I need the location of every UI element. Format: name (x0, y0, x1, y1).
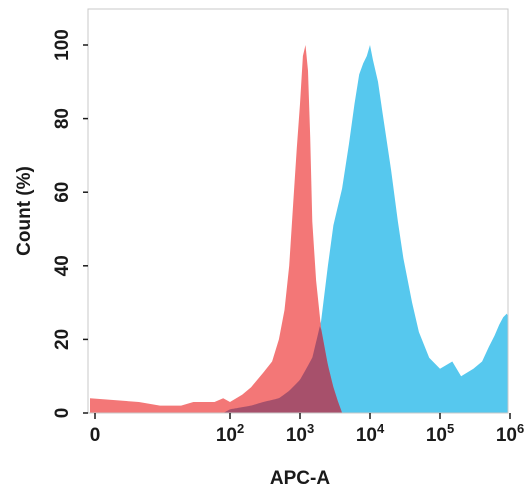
x-tick-label: 104 (356, 421, 385, 446)
y-tick-label: 20 (52, 329, 73, 350)
plot-frame (87, 8, 509, 414)
x-tick-label: 103 (286, 421, 314, 446)
x-tick-label: 0 (90, 425, 101, 446)
series-area-2 (223, 45, 508, 413)
y-tick-label: 60 (52, 182, 73, 203)
y-tick-label: 80 (52, 108, 73, 129)
x-axis-ticks: 0102103104105106107 (90, 413, 524, 446)
y-axis-title: Count (%) (14, 166, 35, 256)
y-tick-label: 0 (52, 408, 73, 419)
y-tick-label: 40 (52, 255, 73, 276)
series-area-1 (90, 45, 343, 413)
x-tick-label: 105 (426, 421, 454, 446)
overlap-area (223, 326, 343, 413)
y-axis-ticks: 0 20 40 60 80 100 (52, 29, 88, 418)
y-tick-label: 100 (52, 29, 73, 61)
series-layer (90, 45, 508, 413)
x-tick-label: 106 (496, 421, 524, 446)
x-axis-title: APC-A (270, 468, 330, 489)
x-tick-label: 102 (216, 421, 244, 446)
